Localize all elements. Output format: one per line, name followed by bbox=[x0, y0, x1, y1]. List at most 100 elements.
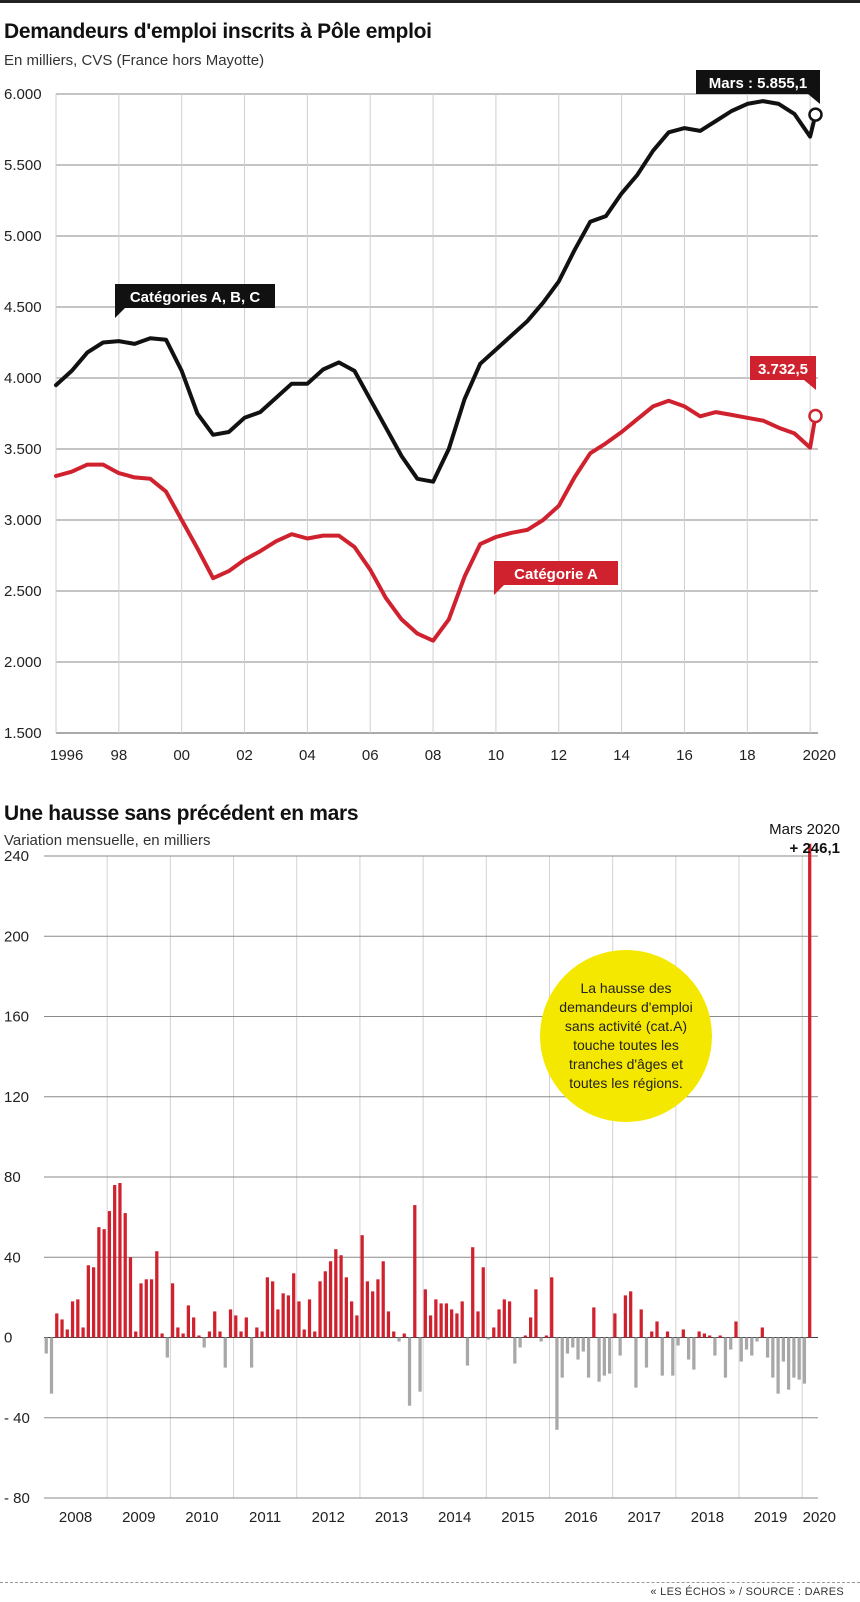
bar bbox=[544, 1335, 549, 1338]
bar bbox=[734, 1321, 738, 1338]
bar bbox=[781, 1337, 785, 1362]
x-tick-label: 2009 bbox=[122, 1509, 155, 1526]
bar bbox=[765, 1337, 770, 1358]
y-tick-label: 3.500 bbox=[4, 441, 42, 458]
bar bbox=[223, 1337, 227, 1368]
bar bbox=[744, 1337, 749, 1350]
x-tick-label: 10 bbox=[488, 747, 505, 764]
bar bbox=[355, 1315, 359, 1338]
bar bbox=[297, 1301, 301, 1338]
bar bbox=[597, 1337, 601, 1382]
bar bbox=[139, 1283, 143, 1338]
bar bbox=[339, 1255, 343, 1338]
top-rule bbox=[0, 0, 860, 3]
bar bbox=[260, 1331, 264, 1338]
bar bbox=[365, 1281, 370, 1338]
bar bbox=[413, 1205, 417, 1338]
bar bbox=[65, 1329, 69, 1338]
bar bbox=[560, 1337, 564, 1378]
bar bbox=[629, 1291, 633, 1338]
bar bbox=[729, 1337, 733, 1350]
bar bbox=[255, 1327, 259, 1338]
x-tick-label: 2017 bbox=[628, 1509, 661, 1526]
bar bbox=[302, 1329, 306, 1338]
x-tick-label: 00 bbox=[173, 747, 190, 764]
bar bbox=[186, 1305, 191, 1338]
bar bbox=[176, 1327, 180, 1338]
bar bbox=[239, 1331, 243, 1338]
bar bbox=[149, 1279, 154, 1338]
bar bbox=[808, 843, 812, 1338]
bar bbox=[97, 1227, 101, 1338]
x-tick-label: 2008 bbox=[59, 1509, 92, 1526]
bar bbox=[334, 1249, 338, 1338]
y-tick-label: - 40 bbox=[4, 1410, 30, 1427]
march-2020-label: Mars 2020 bbox=[769, 821, 840, 838]
bar bbox=[655, 1321, 659, 1338]
bar bbox=[376, 1279, 380, 1338]
bar bbox=[428, 1315, 433, 1338]
bar bbox=[107, 1211, 112, 1338]
bar bbox=[328, 1261, 333, 1338]
bar bbox=[486, 1337, 491, 1340]
label-a-text: Catégorie A bbox=[514, 566, 598, 583]
bar bbox=[460, 1301, 464, 1338]
bar bbox=[592, 1307, 596, 1338]
label-a-pointer bbox=[494, 585, 504, 595]
bar bbox=[760, 1327, 764, 1338]
x-tick-label: 2011 bbox=[249, 1509, 281, 1526]
bar bbox=[697, 1331, 701, 1338]
bar bbox=[281, 1293, 285, 1338]
bar bbox=[523, 1335, 527, 1338]
bar bbox=[197, 1335, 201, 1338]
bar bbox=[60, 1319, 64, 1338]
bar bbox=[234, 1315, 238, 1338]
x-tick-label: 14 bbox=[613, 747, 630, 764]
bar bbox=[118, 1183, 122, 1338]
callout-a-text: 3.732,5 bbox=[758, 361, 808, 378]
bar bbox=[708, 1335, 712, 1338]
y-tick-label: 3.000 bbox=[4, 512, 42, 529]
bar bbox=[797, 1337, 801, 1380]
bar bbox=[713, 1337, 717, 1356]
bar bbox=[702, 1333, 707, 1338]
bar bbox=[529, 1317, 533, 1338]
bar bbox=[323, 1271, 327, 1338]
callout-abc-pointer bbox=[808, 94, 820, 104]
bar bbox=[692, 1337, 696, 1370]
label-abc: Catégories A, B, C bbox=[115, 284, 275, 318]
annotation-bubble: La hausse des demandeurs d'emploi sans a… bbox=[540, 950, 712, 1122]
bar bbox=[623, 1295, 628, 1338]
bar bbox=[386, 1311, 391, 1338]
bar bbox=[792, 1337, 796, 1378]
bar bbox=[49, 1337, 54, 1394]
bar bbox=[723, 1337, 728, 1378]
bar bbox=[534, 1289, 538, 1338]
y-tick-label: 200 bbox=[4, 928, 29, 945]
x-tick-label: 06 bbox=[362, 747, 379, 764]
y-tick-label: 1.500 bbox=[4, 725, 42, 742]
bar bbox=[718, 1335, 722, 1338]
bar bbox=[518, 1337, 522, 1348]
bar bbox=[555, 1337, 559, 1430]
bar bbox=[70, 1301, 75, 1338]
x-tick-label: 98 bbox=[111, 747, 128, 764]
bar bbox=[618, 1337, 622, 1356]
bar bbox=[360, 1235, 364, 1338]
endpoint-abc bbox=[808, 107, 823, 122]
bar bbox=[676, 1337, 680, 1346]
bar bbox=[639, 1309, 643, 1338]
callout-abc: Mars : 5.855,1 bbox=[696, 70, 820, 104]
bar bbox=[507, 1301, 512, 1338]
bar bbox=[102, 1229, 106, 1338]
bar bbox=[292, 1273, 296, 1338]
x-tick-label: 08 bbox=[425, 747, 442, 764]
bar bbox=[155, 1251, 159, 1338]
bar bbox=[271, 1281, 275, 1338]
y-tick-label: 5.000 bbox=[4, 228, 42, 245]
bar bbox=[170, 1283, 175, 1338]
bar bbox=[192, 1317, 196, 1338]
y-tick-label: 4.500 bbox=[4, 299, 42, 316]
line-chart: 1.500 2.000 2.500 3.000 3.500 4.000 4.500 5.000… bbox=[4, 70, 836, 764]
bar bbox=[397, 1337, 401, 1342]
